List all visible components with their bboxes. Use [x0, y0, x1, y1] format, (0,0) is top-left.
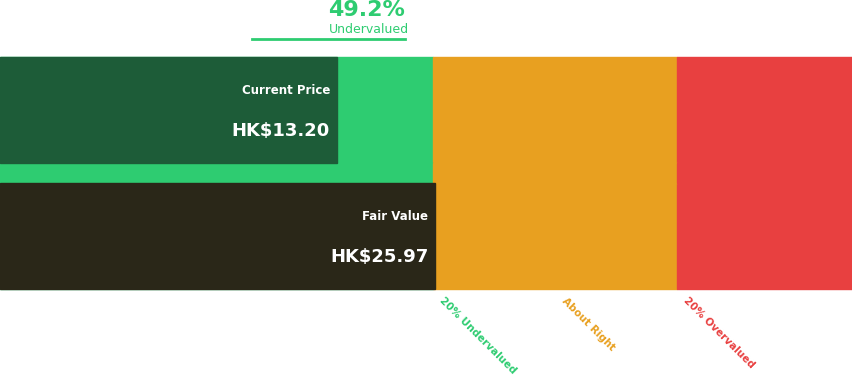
Bar [676, 163, 852, 183]
Text: 49.2%: 49.2% [328, 0, 405, 21]
Bar [0, 183, 435, 289]
Bar [0, 57, 337, 163]
Text: Fair Value: Fair Value [362, 210, 428, 223]
Bar [0, 57, 433, 163]
Bar [433, 163, 676, 183]
Bar [676, 183, 852, 289]
Text: HK$25.97: HK$25.97 [330, 248, 428, 266]
Bar [676, 57, 852, 163]
Text: HK$13.20: HK$13.20 [232, 122, 330, 140]
Bar [433, 183, 676, 289]
Text: 20% Undervalued: 20% Undervalued [437, 296, 517, 376]
Text: About Right: About Right [559, 296, 616, 352]
Text: Current Price: Current Price [241, 84, 330, 97]
Text: 20% Overvalued: 20% Overvalued [681, 296, 756, 370]
Bar [0, 183, 433, 289]
Bar [433, 57, 676, 163]
Bar [0, 163, 433, 183]
Text: Undervalued: Undervalued [328, 23, 408, 36]
